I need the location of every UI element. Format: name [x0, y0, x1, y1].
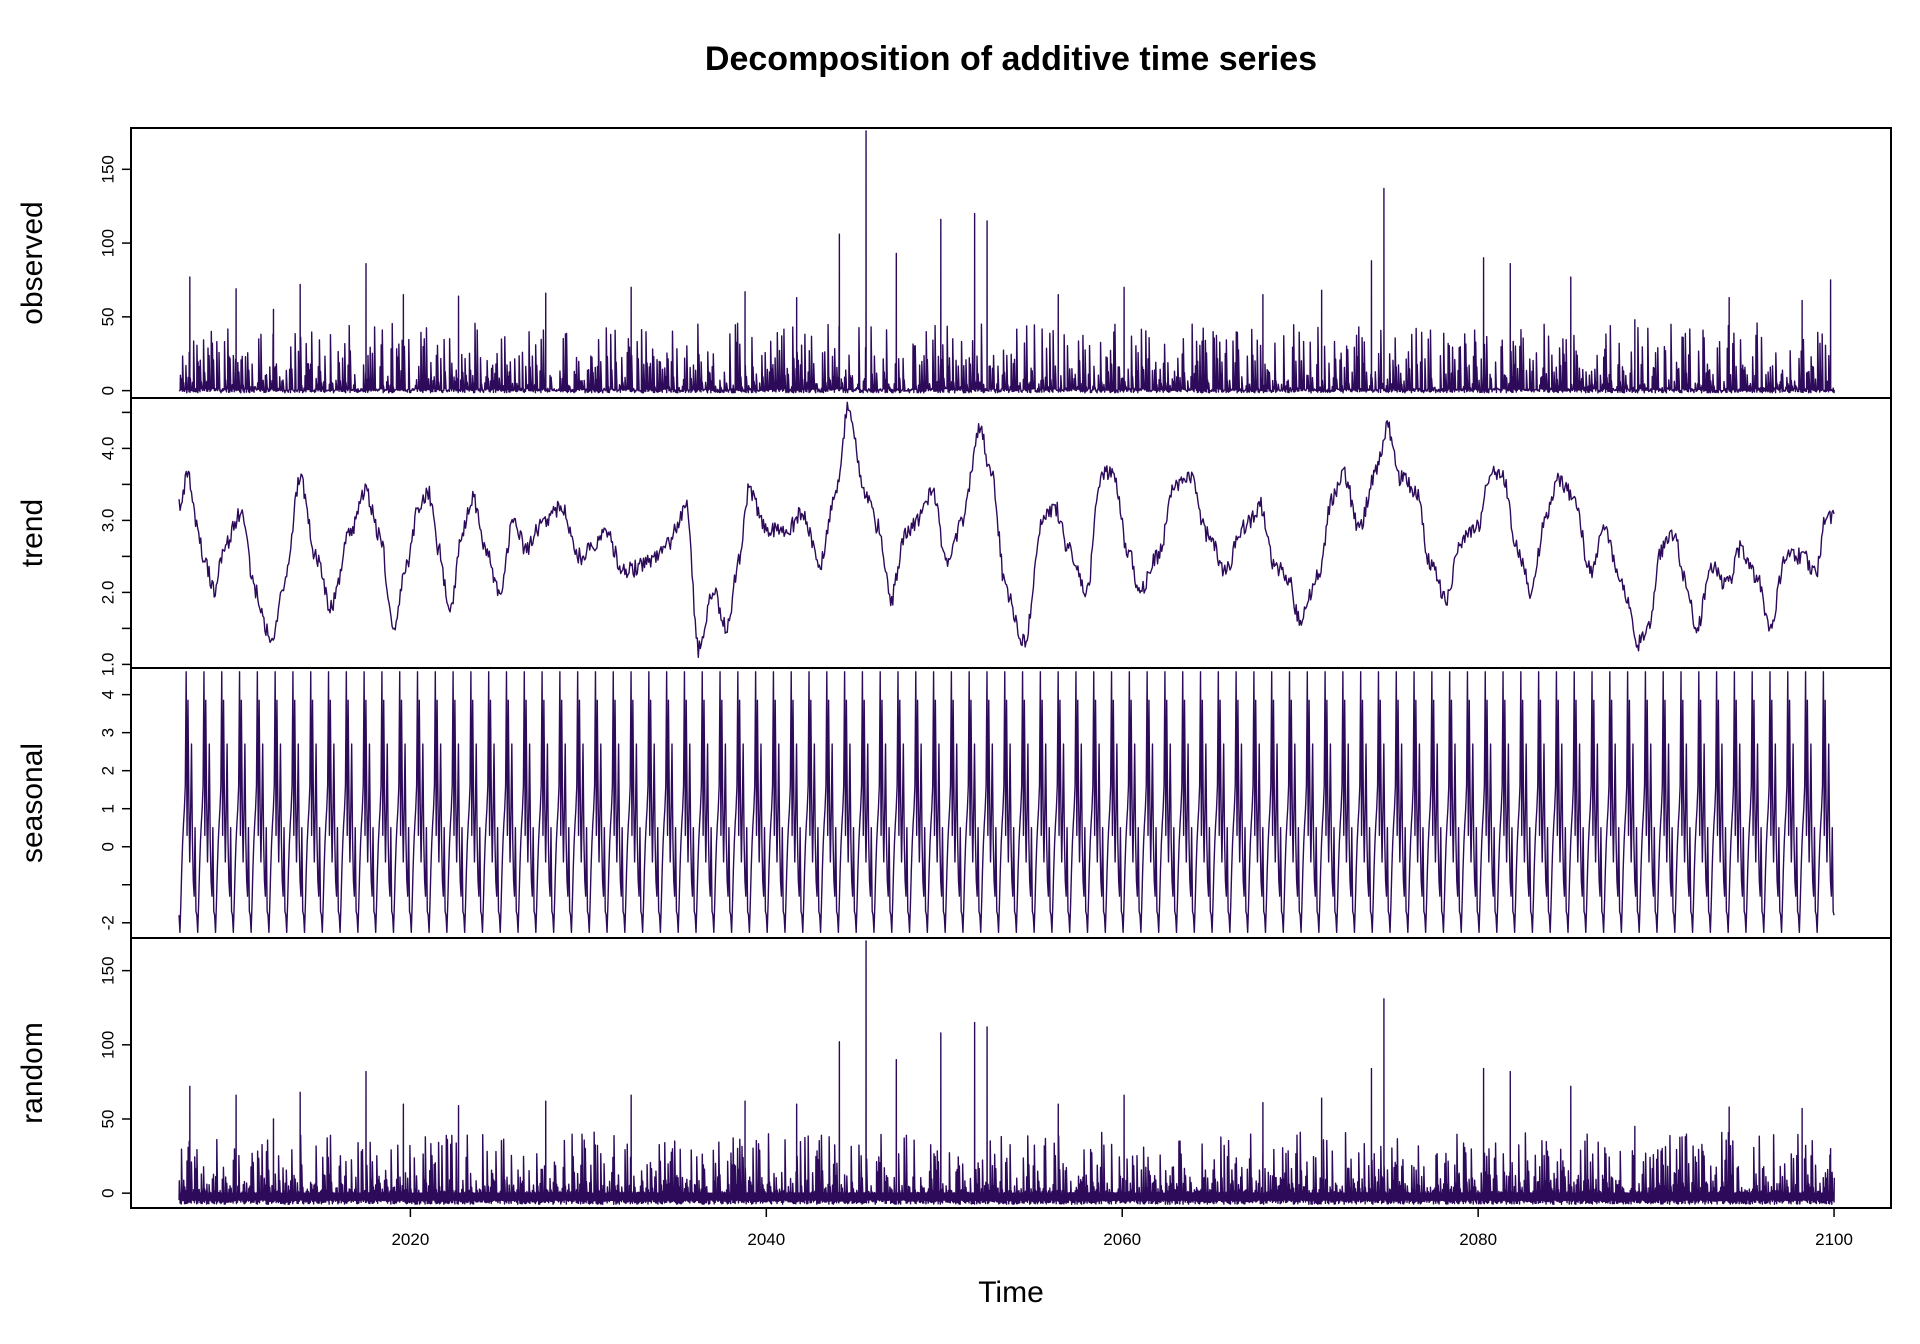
- random-y-tick-label: 150: [98, 956, 117, 984]
- seasonal-series-line: [178, 671, 1835, 933]
- x-axis: 2020 2040 2060 2080 2100: [391, 1208, 1853, 1249]
- panel-trend: trend 1.0 2.0 3.0 4.0: [16, 397, 1892, 677]
- seasonal-y-label: seasonal: [16, 743, 49, 863]
- x-axis-label: Time: [978, 1276, 1044, 1309]
- panel-random: random 0 50 100 150: [16, 937, 1892, 1209]
- seasonal-y-tick-label: 0: [98, 842, 117, 851]
- trend-y-tick-label: 3.0: [98, 509, 117, 533]
- random-panel-frame: [130, 937, 1892, 1209]
- observed-y-tick-label: 150: [98, 155, 117, 183]
- x-tick-label: 2080: [1459, 1230, 1497, 1249]
- trend-y-label: trend: [16, 499, 49, 567]
- trend-y-tick-label: 1.0: [98, 653, 117, 677]
- panel-seasonal: seasonal -2 0 1 2 3 4: [16, 667, 1892, 939]
- random-y-tick-label: 50: [98, 1110, 117, 1129]
- random-y-tick-label: 100: [98, 1031, 117, 1059]
- x-tick-label: 2060: [1103, 1230, 1141, 1249]
- observed-series-line: [178, 130, 1835, 394]
- seasonal-y-tick-label: 4: [98, 690, 117, 699]
- trend-y-tick-label: 2.0: [98, 581, 117, 605]
- random-series-line: [178, 940, 1835, 1205]
- seasonal-y-tick-label: 3: [98, 728, 117, 737]
- x-tick-label: 2040: [747, 1230, 785, 1249]
- observed-y-tick-label: 0: [98, 386, 117, 395]
- panel-observed: observed 0 50 100 150: [16, 127, 1892, 399]
- random-y-tick-label: 0: [98, 1188, 117, 1197]
- random-y-label: random: [16, 1022, 49, 1124]
- chart-title: Decomposition of additive time series: [705, 40, 1317, 78]
- x-tick-label: 2020: [391, 1230, 429, 1249]
- trend-series-line: [178, 401, 1835, 658]
- observed-y-label: observed: [16, 201, 49, 324]
- seasonal-y-tick-label: -2: [98, 915, 117, 930]
- seasonal-y-tick-label: 1: [98, 804, 117, 813]
- observed-y-tick-label: 100: [98, 229, 117, 257]
- trend-y-tick-label: 4.0: [98, 437, 117, 461]
- x-tick-label: 2100: [1815, 1230, 1853, 1249]
- observed-y-tick-label: 50: [98, 307, 117, 326]
- panels-group: observed050100150trend1.02.03.04.0season…: [16, 127, 1892, 1209]
- seasonal-y-tick-label: 2: [98, 766, 117, 775]
